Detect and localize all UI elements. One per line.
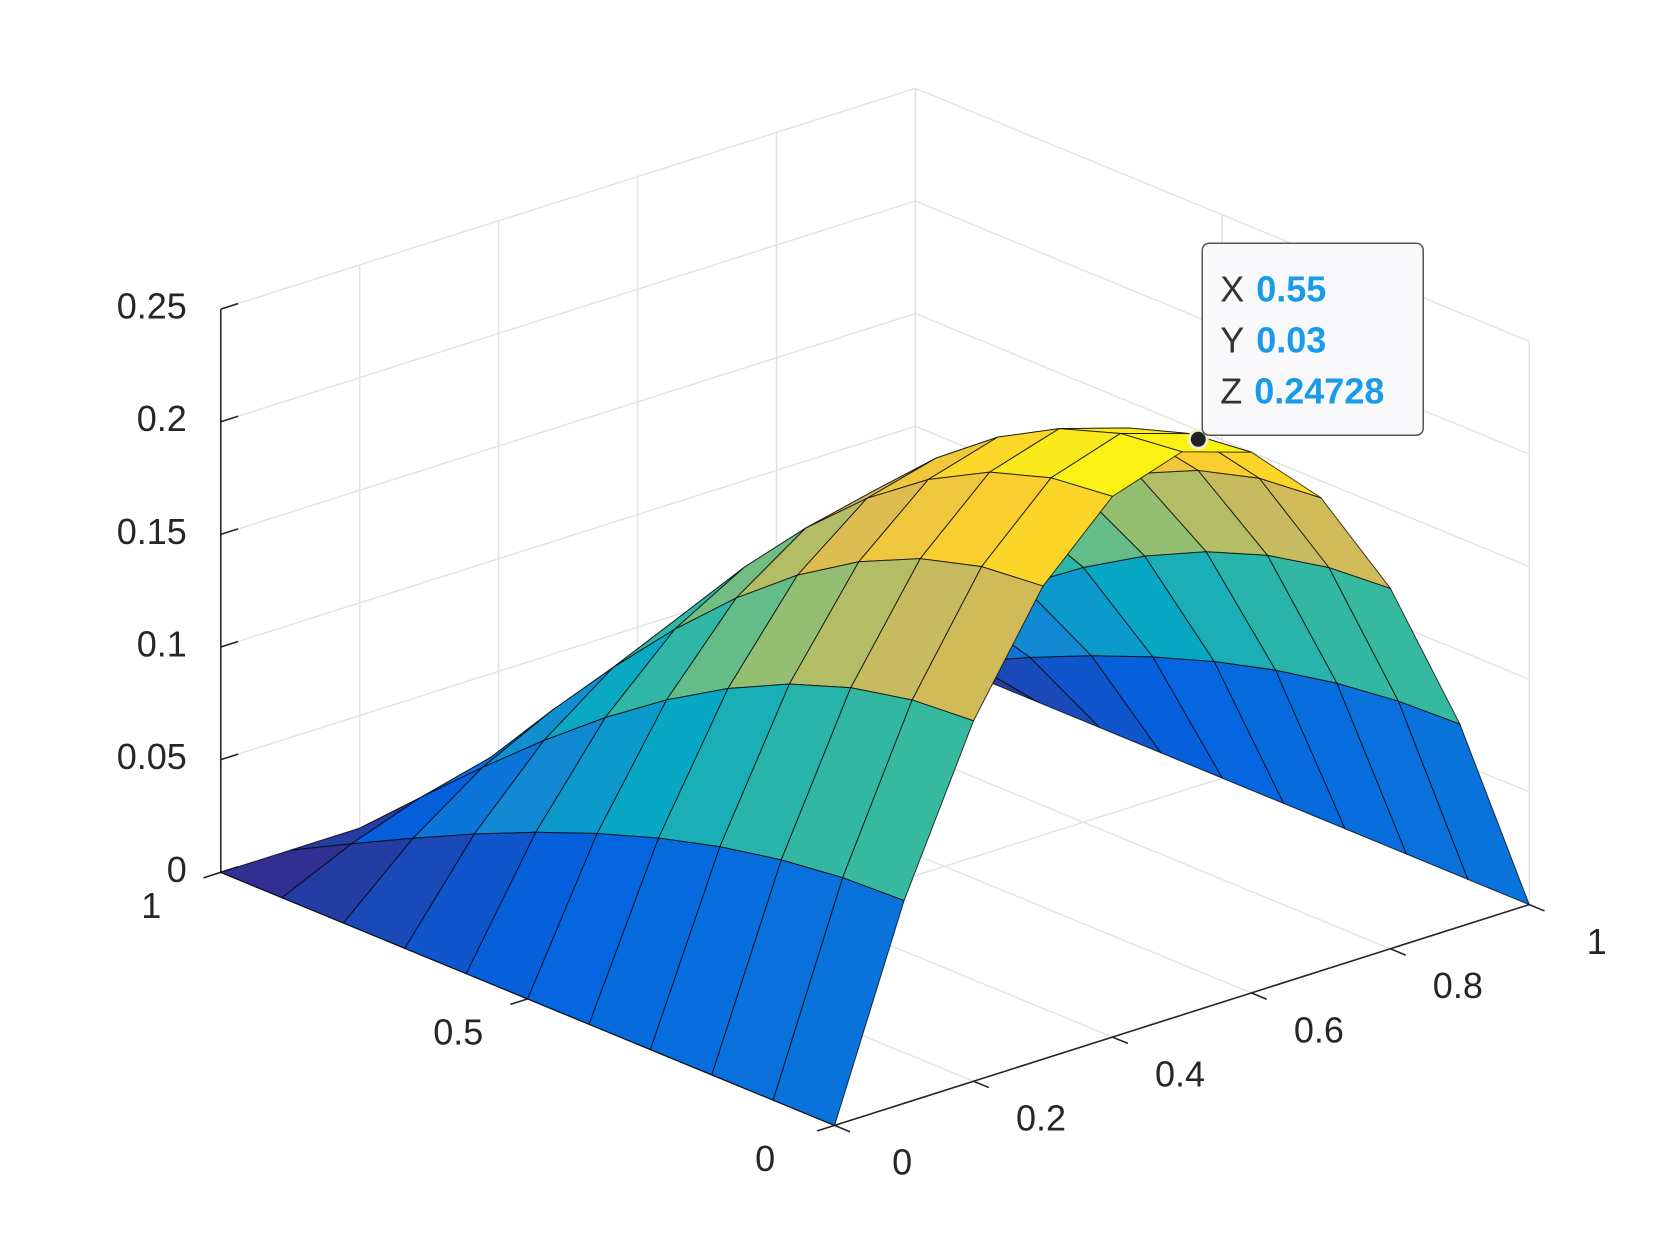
x-tick-label: 0.4 <box>1155 1053 1205 1094</box>
datatip-value: 0.55 <box>1256 268 1326 309</box>
z-tick-label: 0.2 <box>137 398 187 439</box>
grid-line <box>220 87 916 310</box>
y-tick-label: 0.5 <box>433 1011 483 1052</box>
x-axis <box>834 903 1530 1127</box>
z-tick <box>220 640 239 648</box>
y-tick-label: 1 <box>141 885 161 926</box>
y-tick-label: 0 <box>755 1138 775 1179</box>
z-tick-label: 0.15 <box>117 511 187 552</box>
grid-line <box>220 200 916 423</box>
datatip-row: Y 0.03 <box>1220 319 1326 360</box>
grid-line <box>220 425 916 648</box>
datatip-row: Z 0.24728 <box>1220 370 1384 411</box>
x-tick <box>834 1124 851 1133</box>
x-tick-label: 0.6 <box>1294 1009 1344 1050</box>
x-tick <box>1528 903 1545 912</box>
x-tick-label: 0.2 <box>1016 1098 1066 1139</box>
x-tick <box>1251 992 1268 1000</box>
datatip-label: Z <box>1220 370 1242 411</box>
datatip-value: 0.03 <box>1256 319 1326 360</box>
datatip-value: 0.24728 <box>1254 370 1384 411</box>
z-tick <box>220 415 239 423</box>
grid-line <box>915 312 1530 568</box>
z-tick <box>220 528 239 536</box>
z-tick-label: 0 <box>167 849 187 890</box>
x-tick <box>1112 1036 1129 1045</box>
x-tick-label: 0 <box>892 1142 912 1183</box>
y-tick <box>817 1124 835 1132</box>
datatip-row: X 0.55 <box>1220 268 1326 309</box>
z-tick-label: 0.1 <box>137 624 187 665</box>
y-tick <box>203 871 222 879</box>
datatip-label: Y <box>1220 319 1244 360</box>
x-tick-label: 1 <box>1587 921 1607 962</box>
z-tick <box>220 302 239 310</box>
grid-line <box>220 312 916 536</box>
datatip-marker <box>1187 428 1209 450</box>
x-tick-label: 0.8 <box>1433 965 1483 1006</box>
datatip-label: X <box>1220 268 1244 309</box>
x-tick <box>1390 948 1406 956</box>
y-tick <box>510 998 528 1006</box>
grid-line <box>915 87 1530 343</box>
z-tick-label: 0.05 <box>117 736 187 777</box>
surface-face <box>772 877 905 1127</box>
datatip-box <box>1201 242 1424 437</box>
z-tick-label: 0.25 <box>117 286 187 327</box>
z-tick <box>220 753 239 761</box>
x-tick <box>973 1080 990 1089</box>
